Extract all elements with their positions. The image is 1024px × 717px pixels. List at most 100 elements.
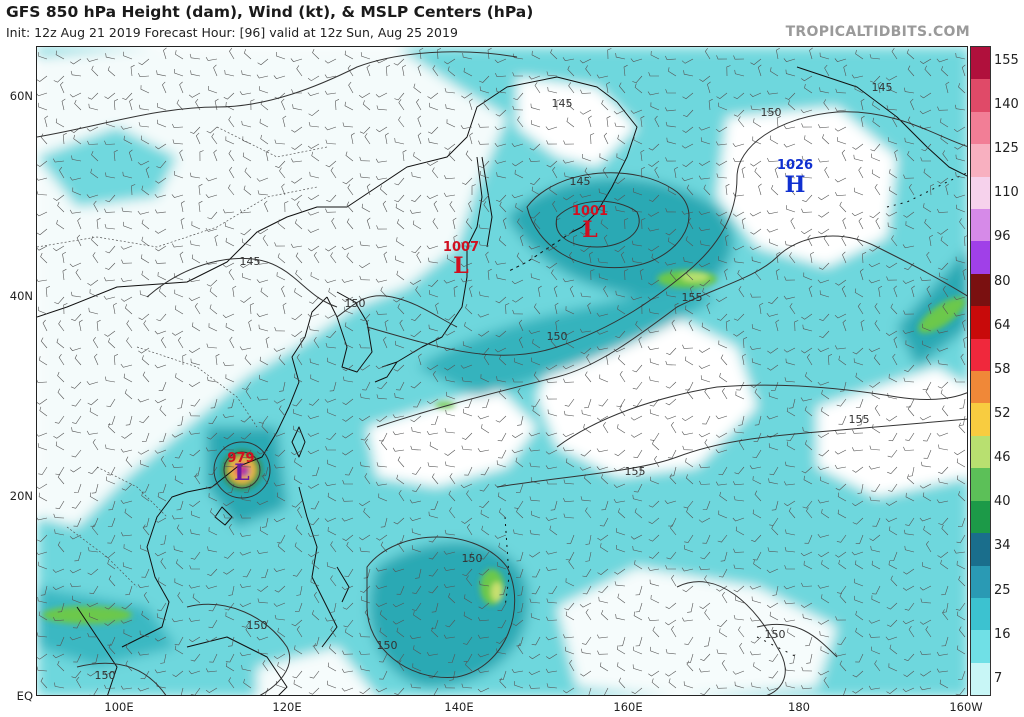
wind-barb: [324, 58, 337, 64]
wind-barb: [462, 53, 473, 60]
wind-barb: [123, 373, 133, 383]
wind-barb: [906, 474, 915, 485]
wind-barb: [838, 559, 847, 570]
wind-barb: [173, 545, 184, 553]
wind-barb: [855, 372, 864, 383]
wind-barb: [715, 160, 728, 166]
wind-barb: [648, 500, 660, 508]
wind-barb: [126, 320, 133, 332]
wind-barb: [817, 584, 830, 589]
wind-barb: [768, 443, 779, 451]
wind-barb: [511, 449, 524, 454]
wind-barb: [529, 598, 541, 604]
colorbar: [970, 46, 991, 696]
wind-barb: [392, 414, 405, 419]
wind-barb: [573, 201, 578, 213]
wind-barb: [410, 445, 422, 451]
wind-barb: [563, 194, 575, 201]
wind-barb: [477, 415, 490, 420]
wind-barb: [855, 610, 864, 621]
wind-barb: [499, 677, 507, 689]
wind-barb: [783, 618, 796, 622]
wind-barb: [737, 269, 745, 281]
wind-barb: [834, 58, 847, 62]
wind-barb: [818, 449, 830, 457]
wind-barb: [189, 636, 201, 643]
wind-barb: [42, 319, 48, 332]
wind-barb: [889, 169, 898, 179]
wind-barb: [528, 245, 541, 250]
wind-barb: [926, 285, 932, 298]
wind-barb: [188, 670, 201, 675]
wind-barb: [563, 140, 575, 145]
wind-barb: [698, 160, 711, 166]
wind-barb: [444, 58, 456, 65]
wind-barb: [801, 208, 813, 213]
wind-barb: [699, 464, 711, 469]
wind-barb: [141, 610, 150, 621]
wind-barb: [190, 529, 201, 536]
wind-barb: [733, 615, 745, 621]
wind-barb: [225, 374, 235, 383]
wind-barb: [138, 72, 150, 78]
wind-barb: [562, 364, 575, 370]
wind-barb: [616, 544, 626, 553]
wind-barb: [587, 302, 592, 315]
wind-barb: [563, 479, 575, 485]
wind-barb: [244, 354, 252, 366]
colorbar-label-52: 52: [994, 406, 1011, 421]
wind-barb: [273, 432, 286, 437]
wind-barb: [562, 159, 575, 164]
wind-barb: [818, 124, 830, 129]
wind-barb: [143, 320, 150, 332]
wind-barb: [224, 222, 235, 230]
wind-barb: [963, 235, 967, 247]
wind-barb: [715, 211, 728, 217]
high-letter: H: [785, 172, 806, 198]
wind-barb: [396, 219, 405, 230]
wind-barb: [258, 324, 269, 332]
wind-barb: [366, 217, 371, 230]
wind-barb: [307, 483, 320, 489]
wind-barb: [666, 347, 677, 355]
wind-barb: [139, 415, 150, 424]
wind-barb: [529, 211, 541, 219]
wind-barb: [40, 133, 48, 145]
wind-barb: [478, 75, 490, 83]
wind-barb: [648, 551, 660, 559]
wind-barb: [739, 642, 745, 655]
wind-barb: [223, 514, 234, 519]
wind-barb: [383, 336, 388, 349]
wind-barb: [342, 449, 354, 456]
wind-barb: [682, 445, 694, 451]
wind-barb: [617, 305, 626, 315]
wind-barb: [562, 432, 575, 438]
wind-barb: [922, 381, 932, 391]
wind-barb: [209, 653, 218, 663]
wind-barb: [958, 422, 966, 434]
wind-barb: [512, 105, 524, 111]
wind-barb: [512, 309, 524, 315]
lat-label-eq: EQ: [16, 689, 33, 703]
wind-barb: [639, 268, 644, 281]
wind-barb: [562, 278, 575, 283]
wind-barb: [256, 260, 269, 265]
wind-barb: [277, 253, 286, 264]
wind-barb: [902, 244, 915, 249]
wind-barb: [555, 319, 560, 332]
wind-barb: [783, 143, 796, 148]
wind-barb: [444, 175, 456, 180]
wind-barb: [359, 173, 371, 179]
wind-barb: [936, 347, 949, 352]
wind-barb: [769, 466, 779, 476]
wind-barb: [293, 373, 303, 383]
wind-barb: [443, 330, 456, 336]
wind-barb: [941, 66, 949, 77]
wind-barb: [465, 551, 473, 562]
wind-barb: [568, 558, 575, 570]
wind-barb: [954, 449, 966, 456]
wind-barb: [598, 596, 609, 604]
contour-labels: 145 145 145 145 150 150 150 150 150 150 …: [95, 81, 893, 682]
wind-barb: [188, 584, 201, 589]
wind-barb: [138, 313, 150, 321]
